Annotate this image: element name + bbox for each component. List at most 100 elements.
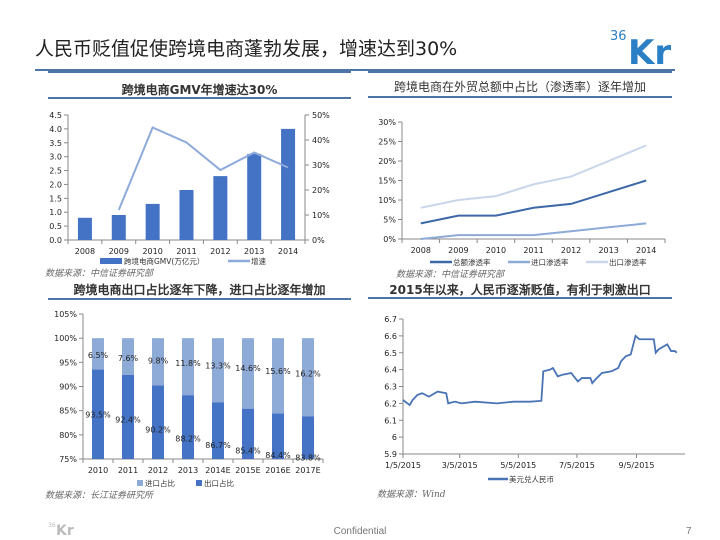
export-share-bar <box>182 395 194 459</box>
legend-label: 出口占比 <box>204 478 234 488</box>
y-axis-tick-label: 5% <box>383 216 396 225</box>
chart2-title: 跨境电商在外贸总额中占比（渗透率）逐年增加 <box>393 80 646 94</box>
svg-text:36: 36 <box>610 29 627 44</box>
export-data-label: 93.5% <box>85 411 111 420</box>
export-data-label: 83.8% <box>295 453 321 462</box>
gmv-bar <box>247 153 262 240</box>
x-axis-tick-label: 2008 <box>411 246 431 255</box>
y2-axis-tick-label: 10% <box>312 211 330 220</box>
chart-gmv: 4.5 4.0 3.5 3.0 2.5 2.0 1.5 1.0 0.5 0.0 50% 40% 30% 2… <box>49 111 330 266</box>
chart4-rule <box>368 297 672 299</box>
y-axis-tick-label: 2.5 <box>49 167 62 176</box>
gmv-bar <box>213 176 228 240</box>
x-axis-tick-label: 2013 <box>244 247 264 256</box>
y-axis-tick-label: 80% <box>59 431 77 440</box>
x-axis-tick-label: 2013 <box>598 246 618 255</box>
chart1-top-rule <box>48 70 351 73</box>
import-data-label: 6.5% <box>88 351 109 360</box>
export-data-label: 90.2% <box>145 425 171 434</box>
chart2-top-rule <box>368 70 672 73</box>
y-axis-tick-label: 6.5 <box>384 349 397 358</box>
x-axis-tick-label: 2014 <box>278 247 298 256</box>
y-axis-tick-label: 6.2 <box>384 399 397 408</box>
y-axis-tick-label: 0% <box>383 235 396 244</box>
legend-swatch <box>196 480 202 486</box>
y-axis-tick-label: 10% <box>378 196 396 205</box>
gmv-bar <box>77 217 92 240</box>
page-number: 7 <box>686 526 692 537</box>
export-data-label: 92.4% <box>115 415 141 424</box>
export-share-bar <box>242 408 254 459</box>
y-axis-tick-label: 4.5 <box>49 111 62 120</box>
x-axis-tick-label: 2010 <box>486 246 506 255</box>
svg-text:36: 36 <box>48 522 56 529</box>
y-axis-tick-label: 3.0 <box>49 153 62 162</box>
import-share-bar <box>242 338 254 409</box>
y2-axis-tick-label: 20% <box>312 186 330 195</box>
legend-label: 总额渗透率 <box>453 257 491 267</box>
export-share-bar <box>122 374 134 459</box>
legend-label: 进口渗透率 <box>531 257 569 267</box>
y-axis-tick-label: 2.0 <box>49 180 62 189</box>
y-axis-tick-label: 1.0 <box>49 208 62 217</box>
x-axis-tick-label: 2009 <box>448 246 468 255</box>
x-axis-tick-label: 7/5/2015 <box>559 461 595 470</box>
y-axis-tick-label: 90% <box>59 383 77 392</box>
y-axis-tick-label: 6.6 <box>384 332 397 341</box>
x-axis-tick-label: 2017E <box>295 466 320 475</box>
footer-36kr-logo: 36 Kr <box>48 522 74 536</box>
gmv-bar <box>111 215 126 240</box>
slide-title: 人民币贬值促使跨境电商蓬勃发展，增速达到30% <box>35 38 458 60</box>
export-data-label: 85.4% <box>235 447 261 456</box>
gmv-bar <box>281 128 296 240</box>
y-axis-tick-label: 3.5 <box>49 139 62 148</box>
y2-axis-tick-label: 30% <box>312 161 330 170</box>
legend-label: 美元兑人民币 <box>509 474 554 484</box>
x-axis-tick-label: 5/5/2015 <box>500 461 536 470</box>
legend-label: 增速 <box>251 256 266 266</box>
y-axis-tick-label: 6.7 <box>384 315 397 324</box>
gmv-bar <box>179 190 194 240</box>
y-axis-tick-label: 20% <box>378 157 396 166</box>
legend-label: 出口渗透率 <box>609 257 647 267</box>
export-share-bar <box>92 369 104 459</box>
y-axis-tick-label: 5.9 <box>384 450 397 459</box>
chart1-bottom-rule <box>48 97 351 99</box>
y-axis-tick-label: 100% <box>54 334 77 343</box>
x-axis-tick-label: 2013 <box>178 466 198 475</box>
y-axis-tick-label: 0.5 <box>49 222 62 231</box>
y-axis-tick-label: 6.4 <box>384 366 397 375</box>
export-data-label: 86.7% <box>205 441 231 450</box>
svg-text:Kr: Kr <box>56 523 74 536</box>
x-axis-tick-label: 3/5/2015 <box>442 461 478 470</box>
gmv-bar <box>145 203 160 240</box>
y-axis-tick-label: 85% <box>59 407 77 416</box>
series-line-0 <box>420 179 647 225</box>
x-axis-tick-label: 2012 <box>561 246 581 255</box>
chart2-bottom-rule <box>368 96 672 98</box>
x-axis-tick-label: 2011 <box>118 466 138 475</box>
y-axis-tick-label: 75% <box>59 455 77 464</box>
y2-axis-tick-label: 50% <box>312 111 330 120</box>
y-axis-tick-label: 95% <box>59 358 77 367</box>
usd-cny-line <box>402 334 678 407</box>
import-share-bar <box>272 338 284 414</box>
chart3-source: 数据来源：长江证券研究所 <box>45 491 154 501</box>
import-share-bar <box>302 338 314 417</box>
title-divider <box>35 69 675 71</box>
y2-axis-tick-label: 0% <box>312 236 325 245</box>
x-axis-tick-label: 9/5/2015 <box>619 461 655 470</box>
import-data-label: 14.6% <box>235 364 261 373</box>
x-axis-tick-label: 2016E <box>265 466 290 475</box>
chart4-title: 2015年以来，人民币逐渐贬值，有利于刺激出口 <box>389 283 651 297</box>
chart1-source: 数据来源：中信证券研究部 <box>45 269 154 279</box>
chart4-source: 数据来源：Wind <box>377 490 446 500</box>
y-axis-tick-label: 6.3 <box>384 383 397 392</box>
import-data-label: 13.3% <box>205 362 231 371</box>
x-axis-tick-label: 2010 <box>88 466 108 475</box>
import-data-label: 16.2% <box>295 369 321 378</box>
export-data-label: 84.4% <box>265 451 291 460</box>
import-data-label: 9.8% <box>148 356 169 365</box>
x-axis-tick-label: 2012 <box>148 466 168 475</box>
